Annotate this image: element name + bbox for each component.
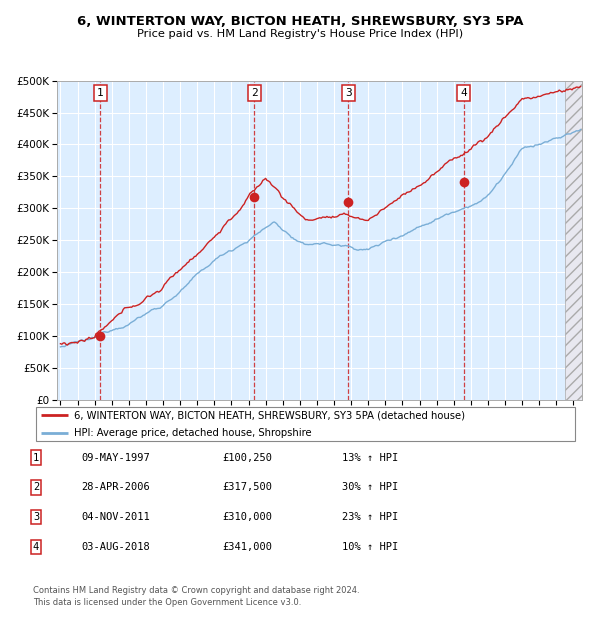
Text: 13% ↑ HPI: 13% ↑ HPI	[342, 453, 398, 463]
Text: 4: 4	[33, 542, 39, 552]
Text: £100,250: £100,250	[222, 453, 272, 463]
Bar	[565, 81, 582, 400]
Text: 10% ↑ HPI: 10% ↑ HPI	[342, 542, 398, 552]
Text: 6, WINTERTON WAY, BICTON HEATH, SHREWSBURY, SY3 5PA: 6, WINTERTON WAY, BICTON HEATH, SHREWSBU…	[77, 16, 523, 28]
Text: This data is licensed under the Open Government Licence v3.0.: This data is licensed under the Open Gov…	[33, 598, 301, 607]
FancyBboxPatch shape	[36, 407, 575, 441]
Text: 03-AUG-2018: 03-AUG-2018	[81, 542, 150, 552]
Text: 1: 1	[97, 89, 104, 99]
Text: 4: 4	[460, 89, 467, 99]
Text: 3: 3	[33, 512, 39, 522]
Text: 23% ↑ HPI: 23% ↑ HPI	[342, 512, 398, 522]
Text: 3: 3	[345, 89, 352, 99]
Text: 04-NOV-2011: 04-NOV-2011	[81, 512, 150, 522]
Text: 28-APR-2006: 28-APR-2006	[81, 482, 150, 492]
Text: £341,000: £341,000	[222, 542, 272, 552]
Text: 1: 1	[33, 453, 39, 463]
Text: Price paid vs. HM Land Registry's House Price Index (HPI): Price paid vs. HM Land Registry's House …	[137, 29, 463, 39]
Text: HPI: Average price, detached house, Shropshire: HPI: Average price, detached house, Shro…	[74, 428, 311, 438]
Text: £310,000: £310,000	[222, 512, 272, 522]
Text: Contains HM Land Registry data © Crown copyright and database right 2024.: Contains HM Land Registry data © Crown c…	[33, 586, 359, 595]
Text: 6, WINTERTON WAY, BICTON HEATH, SHREWSBURY, SY3 5PA (detached house): 6, WINTERTON WAY, BICTON HEATH, SHREWSBU…	[74, 410, 465, 420]
Text: 2: 2	[251, 89, 257, 99]
Text: 30% ↑ HPI: 30% ↑ HPI	[342, 482, 398, 492]
Text: 2: 2	[33, 482, 39, 492]
Text: 09-MAY-1997: 09-MAY-1997	[81, 453, 150, 463]
Text: £317,500: £317,500	[222, 482, 272, 492]
